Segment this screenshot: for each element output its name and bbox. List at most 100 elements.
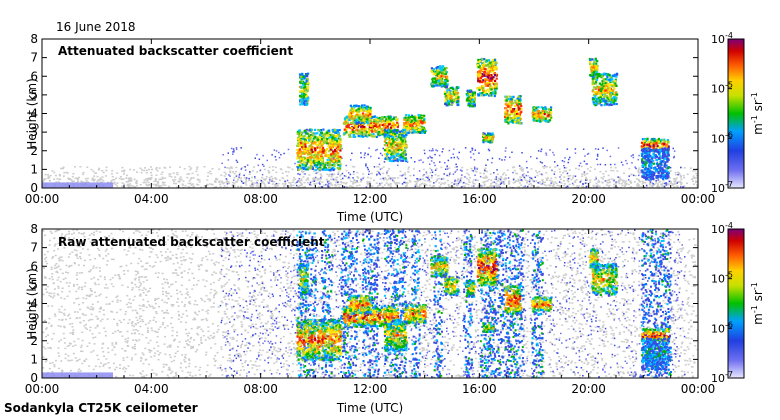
noise-pixel [105,166,108,169]
cloud-pixel [299,155,302,158]
cloud-pixel [399,137,402,140]
signal-pixel [627,179,630,181]
signal-pixel [648,179,650,181]
noise-pixel [436,179,438,182]
noise-pixel [145,169,148,172]
cloud-pixel [320,144,324,147]
cloud-pixel [302,96,306,99]
cloud-pixel [388,120,391,123]
signal-pixel [263,165,265,167]
noise-pixel [692,177,695,179]
cloud-pixel [376,123,379,126]
cloud-pixel [335,134,338,138]
signal-pixel [287,148,290,151]
noise-pixel [231,181,234,184]
noise-pixel [409,181,412,183]
noise-pixel [274,177,277,179]
cloud-pixel [589,63,592,66]
cloud-pixel [404,140,407,143]
cloud-pixel [329,135,332,139]
cloud-pixel [322,150,325,153]
cloud-pixel [304,74,308,77]
cloud-pixel [434,77,437,80]
noise-pixel [495,185,498,187]
cloud-pixel [337,164,340,167]
signal-pixel [501,159,503,161]
cloud-pixel [399,159,403,162]
cloud-pixel [410,126,413,130]
noise-pixel [367,182,369,184]
cloud-pixel [483,60,486,63]
signal-pixel [367,153,369,155]
signal-pixel [604,164,607,166]
noise-pixel [438,185,441,188]
cloud-pixel [312,159,315,162]
noise-pixel [98,167,101,170]
cloud-pixel [519,98,522,101]
cloud-pixel [440,69,443,72]
cloud-pixel [323,142,326,145]
noise-pixel [618,177,621,180]
signal-pixel [527,171,529,173]
noise-pixel [476,179,479,181]
signal-pixel [567,185,569,188]
cloud-pixel [412,128,415,131]
signal-pixel [242,182,245,184]
cloud-pixel [440,75,443,78]
signal-pixel [495,178,498,180]
cloud-pixel [306,156,309,160]
cloud-pixel [601,80,604,83]
noise-pixel [135,181,137,184]
noise-pixel [93,178,96,181]
noise-pixel [81,181,84,183]
noise-pixel [550,177,553,180]
noise-pixel [625,182,628,185]
signal-pixel [226,183,229,185]
cloud-pixel [357,134,360,138]
cloud-pixel [370,116,373,119]
noise-pixel [141,169,143,171]
noise-pixel [203,166,206,168]
noise-pixel [385,182,388,184]
cloud-pixel [381,127,384,130]
noise-pixel [53,178,56,180]
cloud-pixel [511,95,514,99]
cloud-pixel [506,117,509,120]
noise-pixel [496,173,499,176]
cloud-pixel [313,147,316,150]
cloud-pixel [432,77,435,80]
cloud-pixel [372,132,375,135]
noise-pixel [423,184,426,186]
cloud-pixel [612,89,615,92]
cloud-pixel [411,119,414,122]
cloud-pixel [518,95,521,98]
cloud-pixel [296,148,299,152]
noise-pixel [426,180,429,182]
cloud-pixel [316,155,319,158]
signal-pixel [565,186,567,188]
noise-pixel [255,185,258,187]
noise-pixel [271,179,274,181]
cloud-pixel [361,131,365,134]
cloud-pixel [487,72,490,75]
signal-pixel [585,163,587,165]
cloud-pixel [366,131,369,134]
noise-pixel [210,183,213,186]
cloud-pixel [332,144,335,147]
signal-pixel [444,162,446,164]
noise-pixel [607,174,610,177]
signal-pixel [446,174,448,177]
cloud-pixel [386,125,389,128]
cloud-pixel [476,87,479,90]
signal-pixel [596,158,598,160]
cloud-pixel [606,103,609,106]
cloud-pixel [482,139,485,142]
cloud-pixel [386,153,389,156]
signal-pixel [530,177,533,179]
noise-pixel [206,183,208,186]
cloud-pixel [602,96,606,99]
noise-pixel [551,181,554,183]
noise-pixel [86,177,89,180]
noise-pixel [429,181,432,183]
cloud-pixel [302,86,306,89]
